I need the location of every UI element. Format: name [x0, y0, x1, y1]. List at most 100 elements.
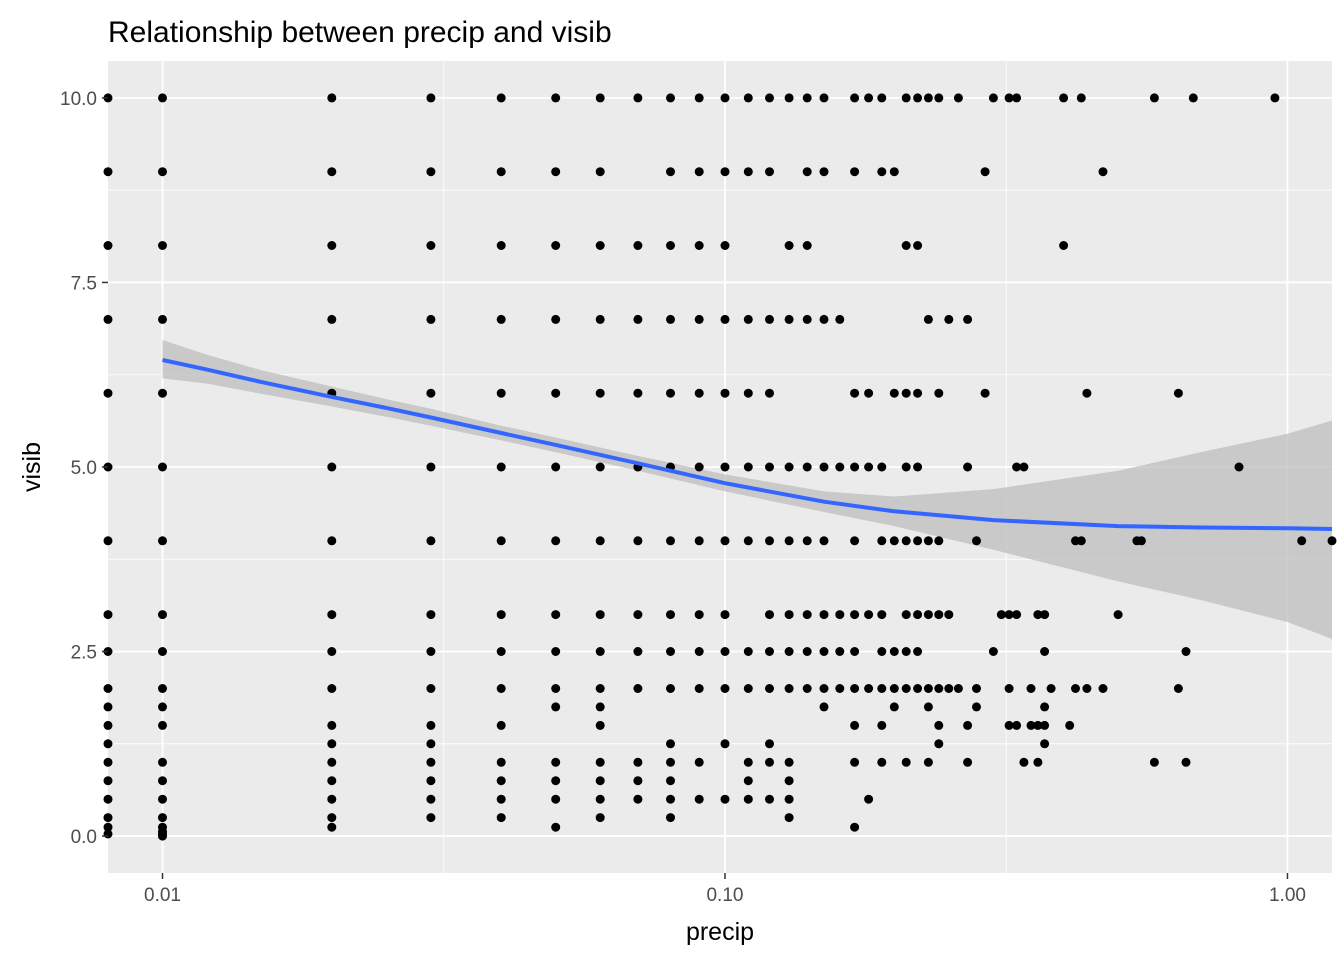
data-point — [694, 610, 704, 620]
data-point — [720, 462, 730, 472]
data-point — [633, 684, 643, 693]
data-point — [1033, 757, 1043, 767]
data-point — [327, 739, 337, 749]
data-point — [551, 93, 561, 103]
data-point — [158, 794, 167, 804]
data-point — [913, 647, 923, 656]
data-point — [158, 720, 167, 730]
data-point — [720, 684, 730, 693]
data-point — [1181, 647, 1191, 656]
data-point — [720, 314, 730, 324]
data-point — [877, 684, 887, 693]
data-point — [595, 167, 605, 177]
data-point — [765, 536, 774, 546]
major-gridlines — [108, 61, 1332, 873]
data-point — [1098, 684, 1108, 693]
data-point — [694, 684, 704, 693]
data-point — [802, 93, 812, 103]
data-point — [327, 794, 337, 804]
data-point — [1270, 93, 1280, 103]
data-point — [158, 684, 167, 693]
data-point — [1040, 610, 1050, 620]
data-point — [963, 757, 973, 767]
data-point — [765, 794, 774, 804]
data-point — [595, 462, 605, 472]
data-point — [934, 739, 944, 749]
data-point — [426, 241, 436, 250]
data-point — [158, 314, 167, 324]
data-point — [666, 241, 675, 250]
data-point — [327, 757, 337, 767]
data-point — [850, 822, 860, 832]
data-point — [158, 167, 167, 177]
data-point — [784, 241, 794, 250]
data-point — [496, 813, 506, 823]
data-point — [551, 241, 561, 250]
data-point — [327, 647, 337, 656]
data-point — [327, 536, 337, 546]
data-point — [595, 813, 605, 823]
data-point — [765, 388, 774, 398]
data-point — [1004, 610, 1014, 620]
data-point — [913, 684, 923, 693]
data-point — [944, 684, 954, 693]
data-point — [835, 684, 845, 693]
data-point — [1149, 757, 1159, 767]
data-point — [850, 720, 860, 730]
data-point — [327, 314, 337, 324]
data-point — [1012, 720, 1022, 730]
data-point — [1004, 720, 1014, 730]
data-point — [426, 647, 436, 656]
data-point — [496, 314, 506, 324]
data-point — [802, 684, 812, 693]
data-point — [988, 93, 998, 103]
data-point — [1113, 610, 1123, 620]
data-point — [103, 702, 113, 712]
data-point — [743, 462, 753, 472]
data-point — [1059, 93, 1069, 103]
data-point — [901, 93, 911, 103]
data-point — [850, 647, 860, 656]
data-point — [802, 241, 812, 250]
data-point — [988, 647, 998, 656]
data-point — [666, 739, 675, 749]
data-point — [327, 462, 337, 472]
data-point — [633, 757, 643, 767]
data-point — [720, 794, 730, 804]
data-point — [835, 314, 845, 324]
data-point — [765, 93, 774, 103]
data-point — [743, 757, 753, 767]
data-point — [1082, 388, 1092, 398]
data-point — [158, 388, 167, 398]
data-point — [595, 794, 605, 804]
confidence-band-layer — [162, 340, 1332, 639]
data-point — [158, 462, 167, 472]
data-point — [765, 167, 774, 177]
data-point — [972, 702, 981, 712]
data-point — [850, 462, 860, 472]
data-point — [551, 776, 561, 786]
data-point — [923, 757, 933, 767]
data-point — [944, 314, 954, 324]
data-point — [158, 610, 167, 620]
data-point — [1026, 684, 1036, 693]
data-point — [551, 462, 561, 472]
data-point — [934, 93, 944, 103]
data-point — [1012, 610, 1022, 620]
data-point — [158, 536, 167, 546]
data-point — [327, 610, 337, 620]
data-point — [1012, 462, 1022, 472]
data-point — [666, 93, 675, 103]
data-point — [850, 167, 860, 177]
data-point — [923, 610, 933, 620]
data-point — [327, 93, 337, 103]
data-point — [901, 388, 911, 398]
data-point — [720, 739, 730, 749]
data-point — [694, 167, 704, 177]
data-point — [158, 241, 167, 250]
data-point — [901, 610, 911, 620]
data-point — [633, 314, 643, 324]
data-point — [934, 684, 944, 693]
data-point — [103, 776, 113, 786]
